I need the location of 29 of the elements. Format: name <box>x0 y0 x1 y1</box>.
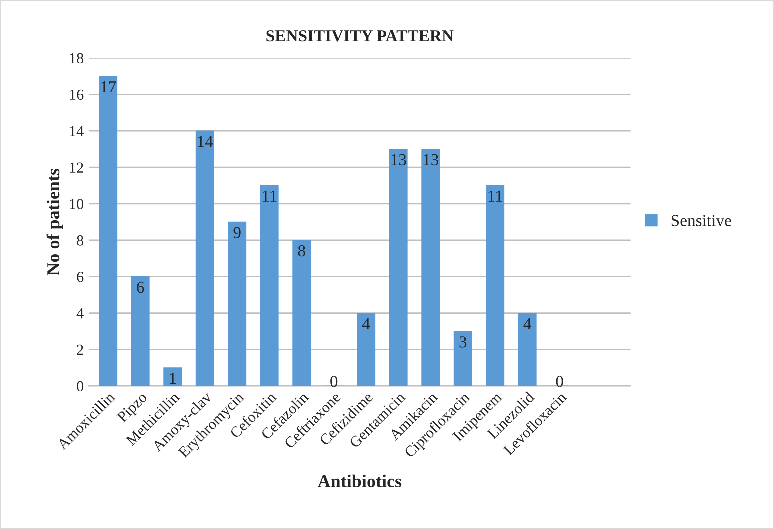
y-tick-label: 2 <box>77 344 84 356</box>
data-label: 0 <box>556 376 564 388</box>
data-label: 4 <box>524 318 532 330</box>
x-axis-title: Antibiotics <box>318 474 402 488</box>
data-label: 6 <box>137 282 144 294</box>
data-label: 17 <box>101 82 116 93</box>
y-tick-label: 8 <box>77 236 84 246</box>
y-tick-label: 16 <box>70 90 84 100</box>
data-label: 13 <box>392 154 406 166</box>
chart-title: SENSITIVITY PATTERN <box>266 30 454 42</box>
data-label: 4 <box>362 318 370 330</box>
y-tick-label: 18 <box>70 53 84 64</box>
data-label: 11 <box>263 190 277 202</box>
y-tick-label: 6 <box>77 272 84 282</box>
y-axis-title: No of patients <box>46 168 64 276</box>
y-tick-label: 0 <box>77 381 84 392</box>
data-label: 0 <box>330 376 338 388</box>
data-label: 1 <box>170 373 176 384</box>
data-label: 3 <box>460 336 467 348</box>
data-label: 11 <box>488 190 502 202</box>
y-tick-label: 14 <box>70 126 84 136</box>
legend-label: Sensitive <box>672 215 732 226</box>
y-tick-label: 10 <box>70 199 84 210</box>
y-tick-label: 4 <box>76 308 84 319</box>
data-label: 13 <box>424 154 439 166</box>
data-label: 9 <box>234 227 241 238</box>
y-tick-label: 12 <box>70 162 84 173</box>
data-label: 14 <box>198 136 214 148</box>
data-label: 8 <box>298 245 306 257</box>
